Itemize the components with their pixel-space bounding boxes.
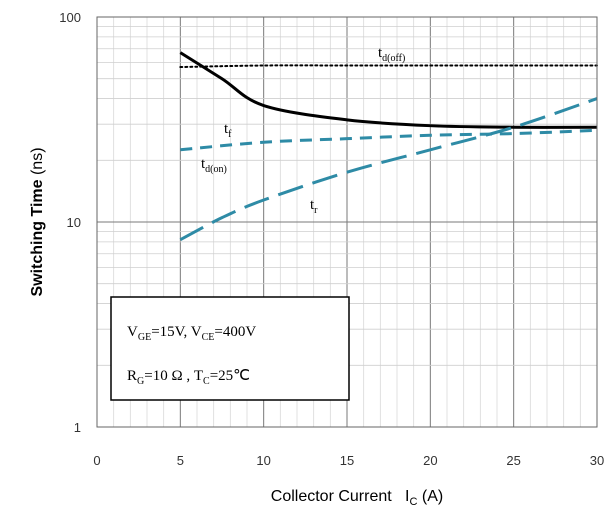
conditions-line-1: VGE=15V, VCE=400V bbox=[127, 324, 256, 343]
series-lines bbox=[179, 51, 598, 241]
conditions-line-2: RG=10 Ω , TC=25℃ bbox=[127, 368, 250, 387]
x-tick-label: 20 bbox=[423, 453, 437, 468]
x-tick-label: 25 bbox=[506, 453, 520, 468]
x-tick-label: 15 bbox=[340, 453, 354, 468]
y-tick-label: 1 bbox=[74, 420, 81, 435]
x-tick-label: 30 bbox=[590, 453, 604, 468]
tick-labels: 0 5 10 15 20 25 30 1 10 100 bbox=[59, 10, 604, 468]
series-line-tf bbox=[179, 51, 598, 129]
series-label-td-off: td(off) bbox=[378, 45, 405, 64]
series-label-tf: tf bbox=[224, 121, 232, 140]
x-tick-label: 0 bbox=[93, 453, 100, 468]
series-line-tdoff bbox=[179, 64, 598, 69]
y-tick-label: 100 bbox=[59, 10, 81, 25]
y-axis-title: Switching Time (ns) bbox=[29, 147, 46, 296]
series-label-td-on: td(on) bbox=[201, 156, 227, 175]
x-tick-label: 5 bbox=[177, 453, 184, 468]
conditions-box-frame bbox=[110, 296, 350, 401]
x-tick-label: 10 bbox=[256, 453, 270, 468]
series-label-tr: tr bbox=[310, 197, 318, 216]
series-line-tr bbox=[179, 97, 598, 241]
y-tick-label: 10 bbox=[67, 215, 81, 230]
x-axis-title: Collector Current IC (A) bbox=[271, 488, 443, 508]
plot-border bbox=[96, 16, 598, 428]
series-line-tdon bbox=[180, 128, 598, 152]
conditions-box: VGE=15V, VCE=400V RG=10 Ω , TC=25℃ bbox=[110, 296, 350, 401]
